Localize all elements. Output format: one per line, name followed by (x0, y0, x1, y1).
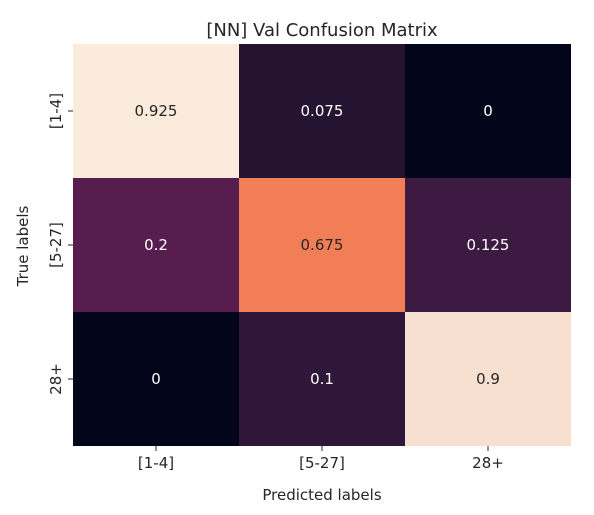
y-tick-label-28: 28+ (47, 363, 65, 395)
heatmap-cell-labels: 0.925 0.075 0 0.2 0.675 0.125 0 0.1 0.9 (135, 102, 510, 388)
x-tick-label-28: 28+ (472, 454, 504, 472)
cell-value-label-r1-c1: 0.675 (301, 236, 344, 254)
y-axis-ticks: [1-4] [5-27] 28+ (47, 93, 73, 395)
cell-value-label-r2-c2: 0.9 (476, 370, 500, 388)
heatmap-cells (73, 44, 571, 446)
heatmap-cell-r2-c1 (239, 312, 405, 446)
heatmap-cell-r2-c0 (73, 312, 239, 446)
cell-value-label-r1-c2: 0.125 (467, 236, 510, 254)
cell-value-label-r2-c1: 0.1 (310, 370, 334, 388)
heatmap-cell-r2-c2 (405, 312, 571, 446)
y-tick-label-1-4: [1-4] (47, 93, 65, 129)
x-tick-label-1-4: [1-4] (138, 454, 174, 472)
x-tick-label-5-27: [5-27] (299, 454, 345, 472)
cell-value-label-r2-c0: 0 (151, 370, 161, 388)
y-axis-title: True labels (14, 205, 32, 287)
cell-value-label-r0-c1: 0.075 (301, 102, 344, 120)
x-axis-ticks: [1-4] [5-27] 28+ (138, 446, 504, 472)
heatmap-cell-r0-c2 (405, 44, 571, 178)
y-tick-label-5-27: [5-27] (47, 222, 65, 268)
heatmap-cell-r0-c1 (239, 44, 405, 178)
chart-title: [NN] Val Confusion Matrix (206, 20, 438, 41)
cell-value-label-r0-c0: 0.925 (135, 102, 178, 120)
x-axis-title: Predicted labels (262, 486, 381, 504)
heatmap-cell-r1-c2 (405, 178, 571, 312)
cell-value-label-r1-c0: 0.2 (144, 236, 168, 254)
heatmap-cell-r1-c0 (73, 178, 239, 312)
heatmap-cell-r1-c1 (239, 178, 405, 312)
cell-value-label-r0-c2: 0 (483, 102, 493, 120)
heatmap-cell-r0-c0 (73, 44, 239, 178)
